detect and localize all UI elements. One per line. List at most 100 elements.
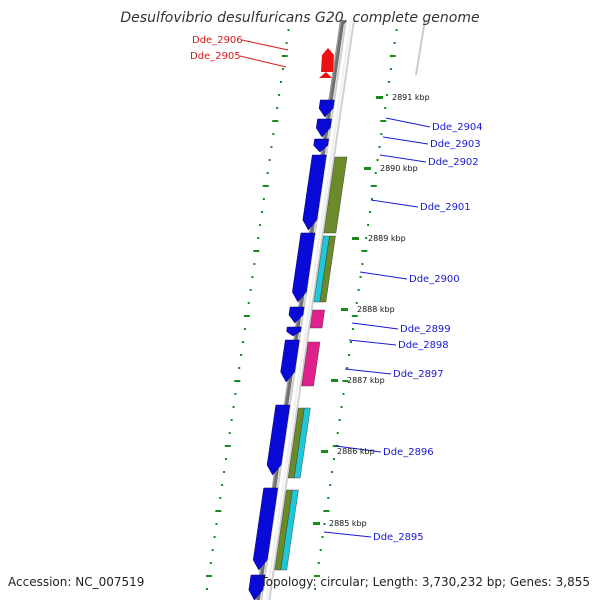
gene-label[interactable]: Dde_2905 <box>190 51 241 62</box>
gene-label[interactable]: Dde_2895 <box>373 532 424 543</box>
tick-dot <box>266 172 269 174</box>
gene-label[interactable]: Dde_2898 <box>398 340 449 351</box>
gene-label[interactable]: Dde_2902 <box>428 157 479 168</box>
tick-dot <box>395 29 398 31</box>
tick-dot <box>215 523 218 525</box>
backbone-line <box>268 19 355 600</box>
tick-dot <box>361 263 364 265</box>
tick-dot <box>224 445 231 447</box>
tick-dot <box>365 237 368 239</box>
gene-label[interactable]: Dde_2904 <box>432 122 483 133</box>
tick-dot <box>348 354 351 356</box>
gene-label[interactable]: Dde_2900 <box>409 274 460 285</box>
gene-leader-line <box>382 136 429 145</box>
tick-dot <box>340 406 343 408</box>
tick-dot <box>393 42 396 44</box>
tick-dot <box>221 484 224 486</box>
tick-dot <box>234 380 241 382</box>
tick-dot <box>249 289 252 291</box>
tick-dot <box>387 81 390 83</box>
tick-dot <box>242 341 245 343</box>
function-band <box>293 407 311 479</box>
gene-label[interactable]: Dde_2897 <box>393 369 444 380</box>
tick-dot <box>332 445 339 447</box>
tick-dot <box>313 588 316 590</box>
tick-dot <box>323 510 330 512</box>
function-band <box>323 156 348 234</box>
tick-dot <box>213 536 216 538</box>
tick-dot <box>281 55 288 57</box>
kbp-label: 2888 kbp <box>357 305 395 314</box>
tick-dot <box>357 289 360 291</box>
tick-dot <box>253 250 260 252</box>
function-band <box>319 235 336 303</box>
function-band <box>301 341 321 387</box>
gene-label[interactable]: Dde_2899 <box>400 324 451 335</box>
tick-dot <box>243 315 250 317</box>
gene-leader-line <box>359 271 408 280</box>
kbp-label: 2887 kbp <box>347 376 385 385</box>
tick-dot <box>350 341 353 343</box>
gene-feature-forward <box>248 574 266 600</box>
kbp-label: 2886 kbp <box>337 447 375 456</box>
tick-dot <box>278 94 281 96</box>
kbp-tick <box>364 167 371 170</box>
tick-dot <box>355 302 358 304</box>
tick-dot <box>351 315 358 317</box>
tick-dot <box>253 263 256 265</box>
function-band <box>309 309 325 329</box>
tick-dot <box>276 107 279 109</box>
kbp-tick <box>313 522 320 525</box>
kbp-tick <box>341 308 348 311</box>
kbp-tick <box>352 237 359 240</box>
gene-label[interactable]: Dde_2901 <box>420 202 471 213</box>
tick-dot <box>281 68 284 70</box>
tick-dot <box>313 575 320 577</box>
tick-dot <box>321 536 324 538</box>
gene-feature-forward <box>302 154 327 231</box>
tick-dot <box>234 393 237 395</box>
genome-summary-text: Topology: circular; Length: 3,730,232 bp… <box>260 575 590 589</box>
tick-dot <box>346 367 349 369</box>
gene-features <box>248 48 348 600</box>
gene-label[interactable]: Dde_2896 <box>383 447 434 458</box>
tick-dot <box>319 549 322 551</box>
outer-guide-line <box>415 19 426 76</box>
gene-feature-highlight <box>319 72 332 78</box>
gene-leader-line <box>323 531 372 538</box>
tick-dot <box>272 120 279 122</box>
tick-dot <box>247 302 250 304</box>
gene-leader-line <box>239 55 287 68</box>
tick-dot <box>380 120 387 122</box>
kbp-tick <box>376 96 383 99</box>
tick-dot <box>240 354 243 356</box>
tick-dot <box>384 107 387 109</box>
gene-feature-forward <box>292 232 316 303</box>
accession-text: Accession: NC_007519 <box>8 575 145 589</box>
tick-dot <box>287 29 290 31</box>
tick-dot <box>257 237 260 239</box>
gene-label[interactable]: Dde_2903 <box>430 139 481 150</box>
tick-dot <box>317 562 320 564</box>
kbp-tick <box>321 450 328 453</box>
tick-dot <box>272 133 275 135</box>
gene-leader-line <box>385 117 431 128</box>
tick-dot <box>228 432 231 434</box>
kbp-scale: 2891 kbp 2890 kbp 2889 kbp 2888 kbp 2887 kbp… <box>313 93 430 528</box>
tick-dot <box>223 471 226 473</box>
tick-dot <box>232 406 235 408</box>
tick-dot <box>259 224 262 226</box>
tick-dot <box>331 471 334 473</box>
tick-dot <box>336 432 339 434</box>
tick-dot <box>262 185 269 187</box>
tick-dot <box>215 510 222 512</box>
tick-dot <box>376 159 379 161</box>
tick-dot <box>285 42 288 44</box>
tick-dot <box>262 198 265 200</box>
tick-dot <box>205 575 212 577</box>
genome-backbone <box>255 19 426 600</box>
tick-dot <box>386 94 389 96</box>
tick-dot <box>243 328 246 330</box>
gene-label[interactable]: Dde_2906 <box>192 35 243 46</box>
tick-dot <box>260 211 263 213</box>
